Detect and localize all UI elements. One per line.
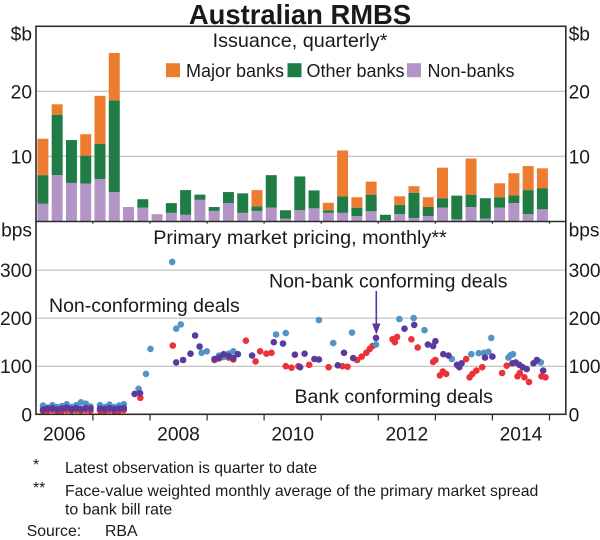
svg-text:200: 200 xyxy=(569,309,600,330)
svg-text:10: 10 xyxy=(11,147,32,168)
svg-text:20: 20 xyxy=(11,82,32,103)
svg-text:2012: 2012 xyxy=(385,425,428,446)
svg-text:Bank conforming deals: Bank conforming deals xyxy=(295,386,494,408)
svg-text:2008: 2008 xyxy=(157,425,200,446)
svg-text:Issuance, quarterly*: Issuance, quarterly* xyxy=(213,30,388,52)
svg-text:$b: $b xyxy=(569,25,590,46)
svg-text:to bank bill rate: to bank bill rate xyxy=(65,502,172,519)
svg-text:0: 0 xyxy=(21,405,32,426)
svg-text:bps: bps xyxy=(1,221,32,242)
svg-text:Primary market pricing, monthl: Primary market pricing, monthly** xyxy=(153,227,447,249)
svg-text:Face-value weighted monthly av: Face-value weighted monthly average of t… xyxy=(65,483,538,500)
svg-text:200: 200 xyxy=(0,309,32,330)
svg-text:RBA: RBA xyxy=(105,523,138,540)
svg-text:Non-conforming deals: Non-conforming deals xyxy=(49,295,240,317)
svg-text:bps: bps xyxy=(569,221,600,242)
svg-text:2006: 2006 xyxy=(43,425,86,446)
svg-text:100: 100 xyxy=(0,357,32,378)
svg-text:*: * xyxy=(33,457,39,474)
svg-text:Australian RMBS: Australian RMBS xyxy=(189,0,411,30)
svg-text:20: 20 xyxy=(569,82,590,103)
svg-text:2014: 2014 xyxy=(500,425,543,446)
svg-text:**: ** xyxy=(33,480,45,497)
svg-text:100: 100 xyxy=(569,357,600,378)
svg-text:Non-bank conforming deals: Non-bank conforming deals xyxy=(269,271,508,293)
svg-text:300: 300 xyxy=(569,261,600,282)
svg-text:Source:: Source: xyxy=(27,523,81,540)
svg-text:10: 10 xyxy=(569,147,590,168)
svg-text:Latest observation is quarter: Latest observation is quarter to date xyxy=(65,460,317,477)
svg-text:300: 300 xyxy=(0,261,32,282)
svg-text:Non-banks: Non-banks xyxy=(428,61,515,81)
svg-text:Other banks: Other banks xyxy=(307,61,405,81)
svg-text:Major banks: Major banks xyxy=(186,61,284,81)
svg-text:0: 0 xyxy=(569,405,580,426)
svg-text:2010: 2010 xyxy=(271,425,314,446)
svg-text:$b: $b xyxy=(11,25,32,46)
